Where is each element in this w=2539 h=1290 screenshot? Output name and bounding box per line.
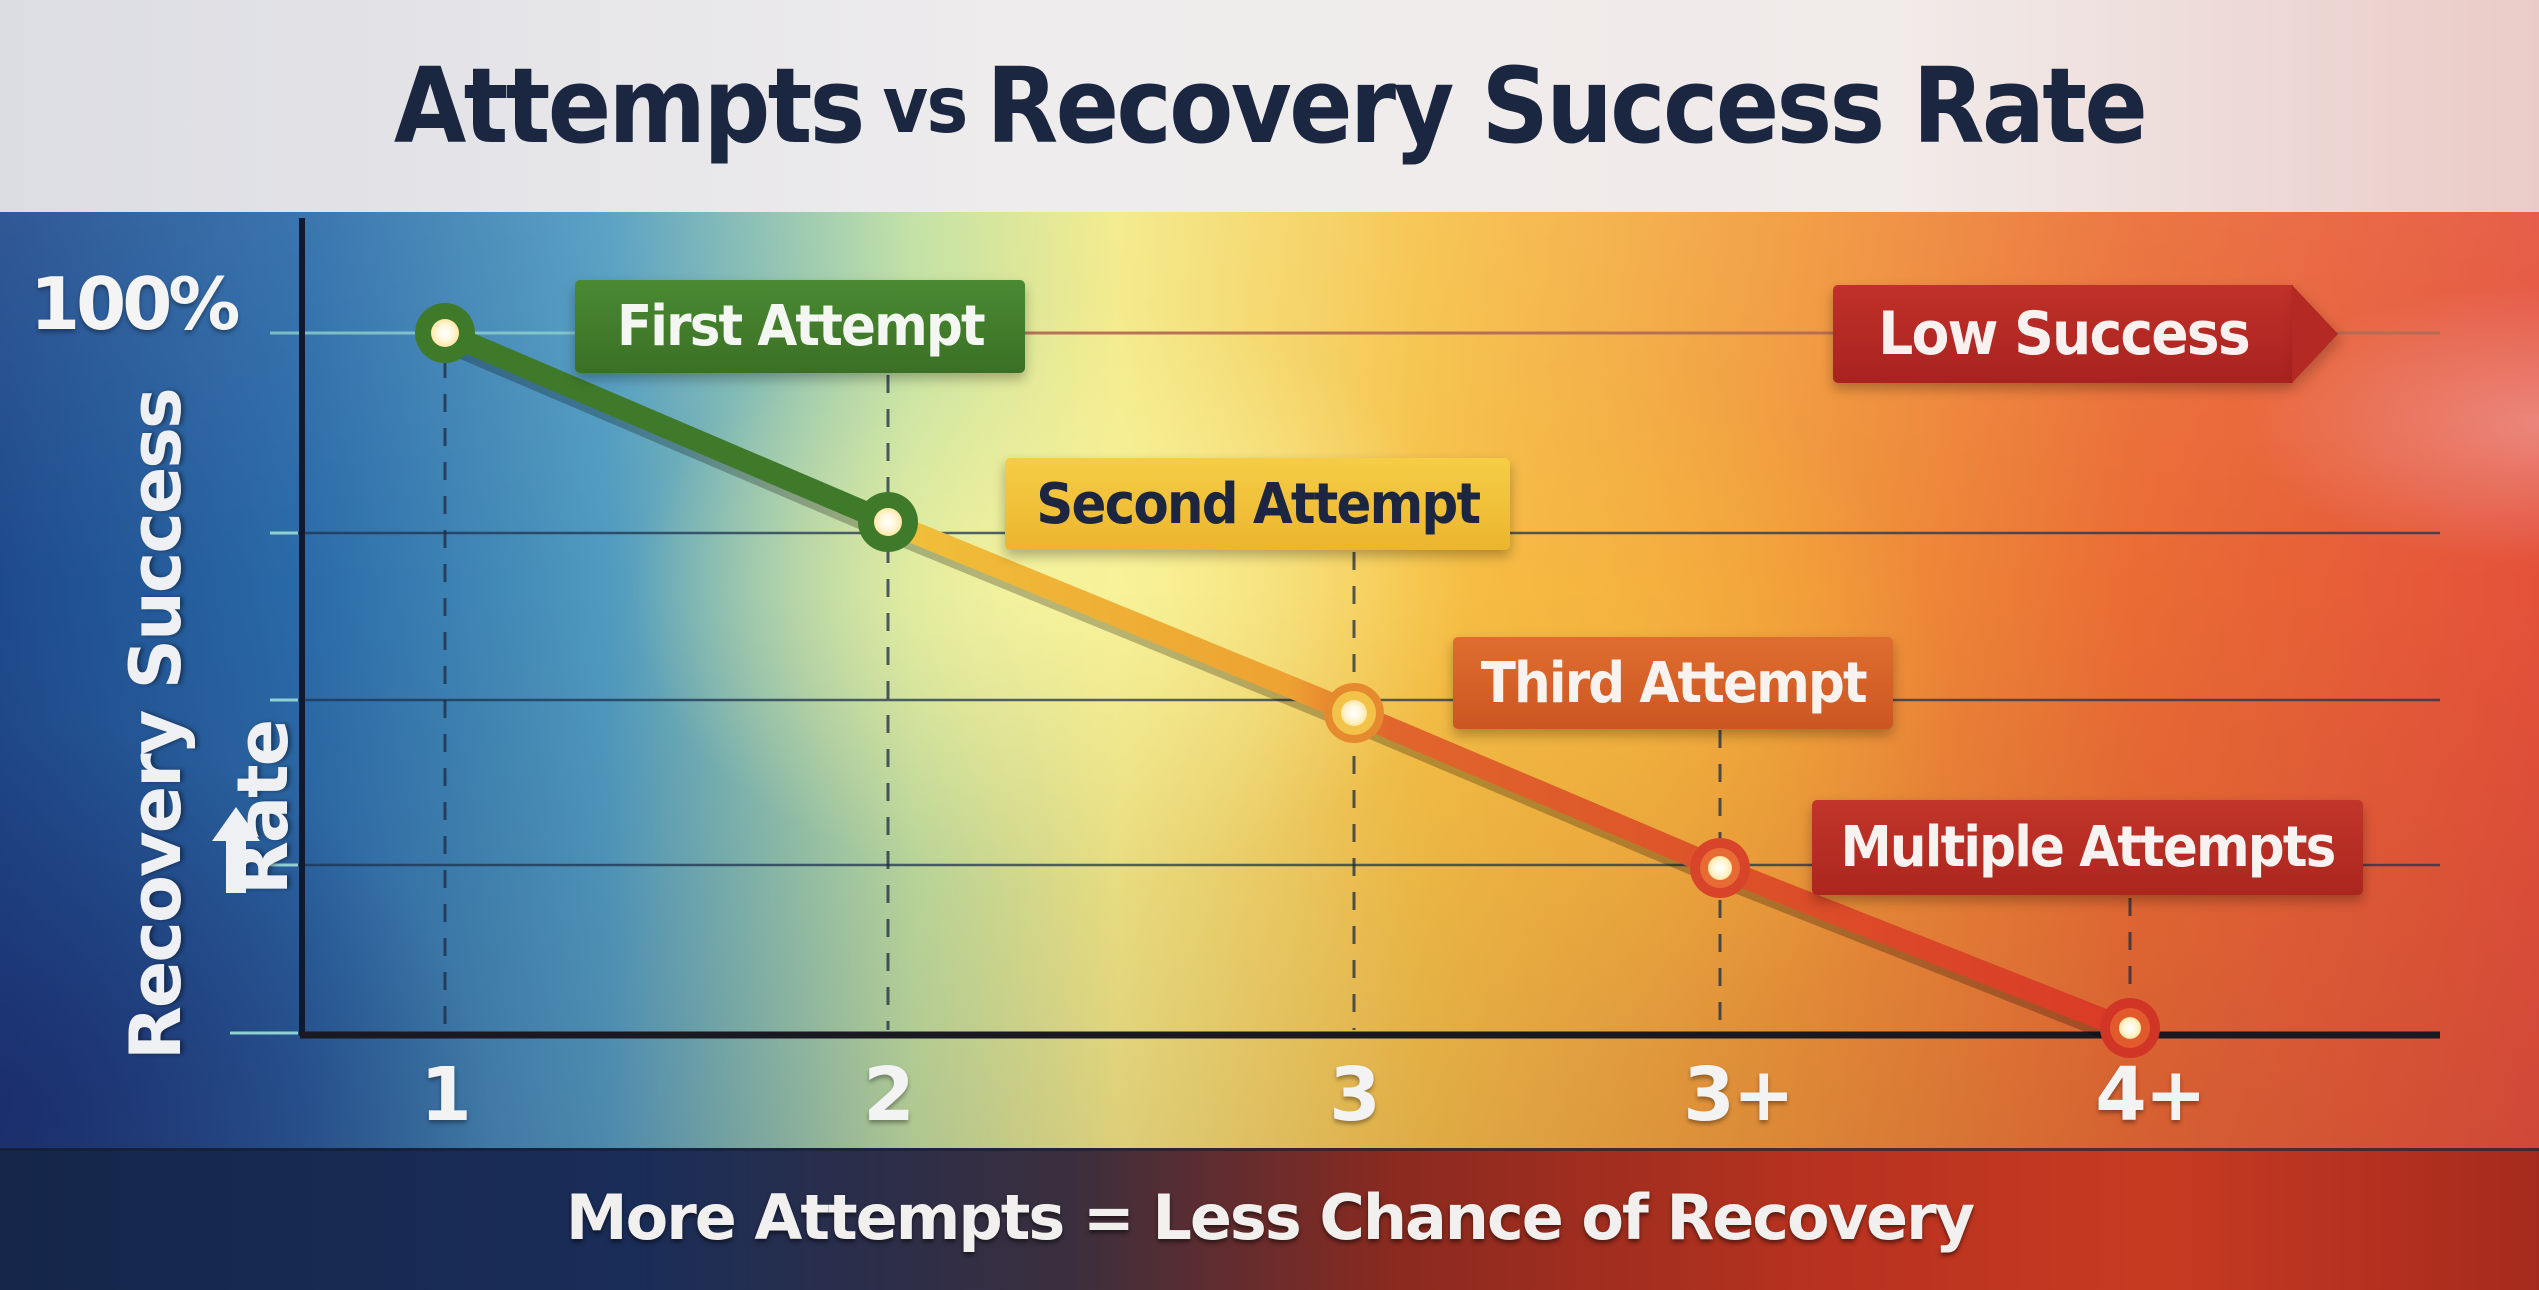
x-tick-3: 3 [1329,1052,1380,1138]
annotation-multiple-attempts: Multiple Attempts [1812,800,2363,895]
annotation-second-attempt: Second Attempt [1005,458,1510,550]
data-point-2[interactable] [858,492,918,552]
data-point-1[interactable] [415,303,475,363]
annotation-third-attempt: Third Attempt [1453,637,1893,729]
y-tick-100: 100% [30,262,240,346]
header-band [0,0,2539,212]
annotation-first-attempt: First Attempt [575,280,1025,373]
x-tick-4plus: 4+ [2095,1052,2206,1138]
title-part1: Attempts [393,45,866,167]
up-arrow-icon [212,807,260,893]
x-tick-2: 2 [863,1052,914,1138]
footer-band [0,1148,2539,1290]
chart-title: Attempts vs Recovery Success Rate [127,0,2412,212]
data-point-3[interactable] [1324,683,1384,743]
title-part2: Recovery Success Rate [986,45,2148,167]
title-vs: vs [882,61,968,151]
data-point-4[interactable] [1690,838,1750,898]
x-tick-3plus: 3+ [1683,1052,1794,1138]
x-tick-1: 1 [420,1052,471,1138]
footer-caption: More Attempts = Less Chance of Recovery [565,1181,1975,1254]
gridlines [230,331,2440,1035]
annotation-low-success: Low Success [1833,285,2293,383]
data-point-5[interactable] [2100,998,2160,1058]
low-success-arrow-point-icon [2292,285,2338,383]
